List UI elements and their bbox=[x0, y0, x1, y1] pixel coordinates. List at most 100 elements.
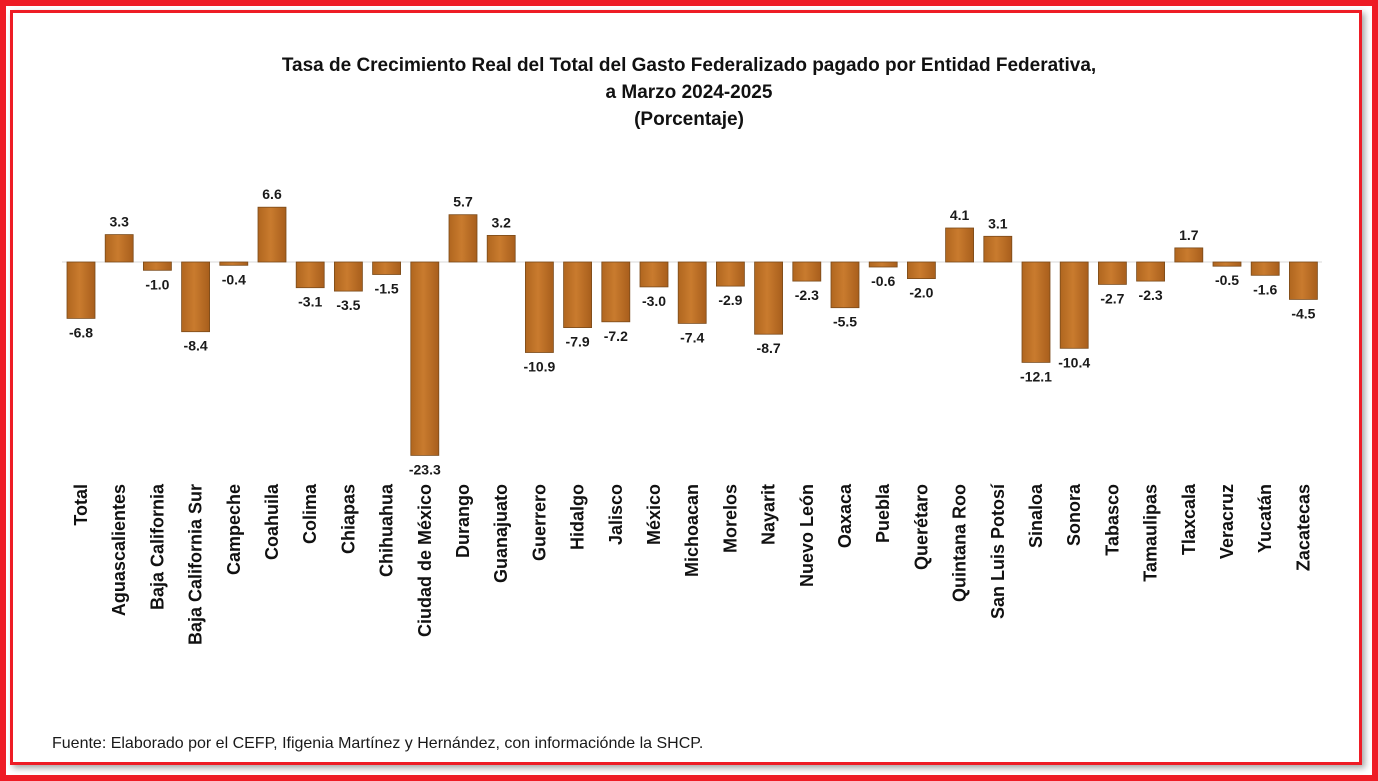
bar bbox=[754, 261, 783, 335]
bar bbox=[830, 261, 860, 309]
data-label: 3.2 bbox=[491, 214, 511, 230]
category-label: Chihuahua bbox=[377, 483, 397, 577]
category-label: Zacatecas bbox=[1293, 484, 1313, 571]
bar bbox=[1212, 261, 1242, 267]
bar bbox=[410, 261, 440, 456]
category-label: Michoacan bbox=[682, 484, 702, 577]
data-label: -3.0 bbox=[642, 293, 666, 309]
category-label: Baja California Sur bbox=[186, 484, 206, 645]
category-label: Nayarit bbox=[759, 484, 779, 545]
chart-title: Tasa de Crecimiento Real del Total del G… bbox=[281, 55, 1097, 76]
data-label: 5.7 bbox=[453, 194, 473, 210]
category-label: Guanajuato bbox=[491, 484, 511, 583]
data-label: -8.7 bbox=[757, 340, 781, 356]
bar bbox=[1136, 261, 1165, 282]
data-label: -7.4 bbox=[680, 329, 704, 345]
data-label: -12.1 bbox=[1020, 368, 1052, 384]
category-label: Morelos bbox=[720, 484, 740, 553]
data-label: 4.1 bbox=[950, 207, 970, 223]
data-label: -6.8 bbox=[69, 324, 93, 340]
chart-subtitle: a Marzo 2024-2025 bbox=[605, 82, 773, 103]
data-label: -0.5 bbox=[1215, 272, 1239, 288]
category-label: Yucatán bbox=[1255, 484, 1275, 553]
category-label: Tamaulipas bbox=[1141, 484, 1161, 582]
data-label: -23.3 bbox=[409, 461, 441, 477]
source-note: Fuente: Elaborado por el CEFP, Ifigenia … bbox=[52, 735, 704, 752]
bar bbox=[716, 261, 745, 287]
data-label: -7.9 bbox=[566, 334, 590, 350]
data-label: -8.4 bbox=[184, 338, 208, 354]
data-label: -10.9 bbox=[523, 359, 555, 375]
bar bbox=[1250, 261, 1280, 276]
bar bbox=[372, 261, 402, 275]
category-label: Hidalgo bbox=[568, 484, 588, 550]
bar bbox=[486, 234, 516, 263]
category-label: México bbox=[644, 484, 664, 545]
bar bbox=[66, 261, 96, 319]
bar bbox=[142, 261, 172, 271]
bar bbox=[792, 261, 822, 282]
category-label: Colima bbox=[300, 483, 320, 544]
category-label: Tlaxcala bbox=[1179, 483, 1199, 555]
bar bbox=[983, 235, 1013, 263]
data-label: -1.5 bbox=[375, 280, 399, 296]
category-label: Aguascalientes bbox=[109, 484, 129, 616]
category-label: Coahuila bbox=[262, 483, 282, 560]
category-label: Tabasco bbox=[1102, 484, 1122, 556]
data-label: -0.4 bbox=[222, 271, 246, 287]
data-label: -2.3 bbox=[795, 287, 819, 303]
category-label: Quintana Roo bbox=[950, 484, 970, 602]
data-label: -7.2 bbox=[604, 328, 628, 344]
data-label: -2.9 bbox=[718, 292, 742, 308]
data-label: -2.3 bbox=[1139, 287, 1163, 303]
bar bbox=[181, 261, 211, 333]
category-label: Sinaloa bbox=[1026, 483, 1046, 548]
data-label: -1.0 bbox=[145, 276, 169, 292]
chart-title-block: Tasa de Crecimiento Real del Total del G… bbox=[0, 52, 1378, 133]
category-label: San Luis Potosí bbox=[988, 483, 1008, 619]
data-label: -1.6 bbox=[1253, 281, 1277, 297]
category-label: Oaxaca bbox=[835, 483, 855, 548]
data-label: -10.4 bbox=[1058, 354, 1090, 370]
bar bbox=[295, 261, 325, 289]
bar bbox=[525, 261, 554, 353]
bar bbox=[945, 227, 974, 263]
category-label: Puebla bbox=[873, 483, 893, 543]
category-label: Baja California bbox=[147, 483, 167, 610]
category-label: Guerrero bbox=[529, 484, 549, 561]
bar bbox=[104, 234, 134, 263]
bar bbox=[1021, 261, 1051, 363]
bar bbox=[563, 261, 592, 328]
bar bbox=[907, 261, 936, 280]
bar bbox=[868, 261, 898, 268]
category-label: Campeche bbox=[224, 484, 244, 575]
category-label: Durango bbox=[453, 484, 473, 558]
data-label: -3.5 bbox=[336, 297, 360, 313]
bar bbox=[1289, 261, 1318, 300]
data-label: 3.3 bbox=[109, 214, 129, 230]
data-label: -2.0 bbox=[909, 285, 933, 301]
bar bbox=[448, 214, 478, 263]
category-label: Chiapas bbox=[338, 484, 358, 554]
data-label: 3.1 bbox=[988, 215, 1008, 231]
bar bbox=[639, 261, 669, 288]
data-label: -5.5 bbox=[833, 314, 857, 330]
data-label: 1.7 bbox=[1179, 227, 1199, 243]
category-label: Nuevo León bbox=[797, 484, 817, 587]
bar bbox=[219, 261, 249, 266]
category-label: Sonora bbox=[1064, 483, 1084, 546]
bar bbox=[1098, 261, 1127, 285]
data-label: -4.5 bbox=[1291, 305, 1315, 321]
category-label: Ciudad de México bbox=[415, 484, 435, 637]
bar bbox=[333, 261, 363, 292]
category-label: Jalisco bbox=[606, 484, 626, 545]
bar bbox=[677, 261, 707, 324]
category-label: Veracruz bbox=[1217, 484, 1237, 559]
data-label: -2.7 bbox=[1100, 290, 1124, 306]
data-label: -3.1 bbox=[298, 294, 322, 310]
bar bbox=[257, 206, 287, 263]
bar bbox=[601, 261, 631, 323]
inner-frame bbox=[10, 10, 1362, 765]
bar bbox=[1059, 261, 1089, 349]
